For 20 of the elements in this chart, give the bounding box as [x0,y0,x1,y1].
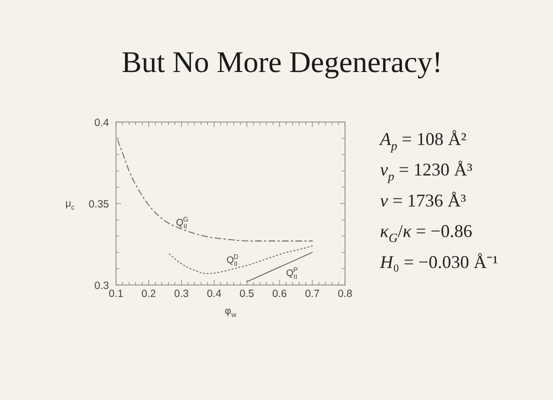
x-tick-label: 0.4 [206,288,222,300]
text: H₀ = −0.030 Å⁻¹ [379,252,498,272]
text: A$_{p}$ = 108 Å² [379,129,466,154]
y-tick-label: 0.35 [88,198,110,210]
x-tick-label: 0.6 [272,288,288,300]
x-tick-label: 0.7 [304,288,320,300]
text: v = 1736 Å³ [380,190,467,210]
y-tick-label: 0.3 [94,280,110,292]
y-axis-title: μ$_{c}$ [65,198,76,212]
x-tick-label: 0.5 [240,288,254,300]
text: v$_{p}$ = 1230 Å³ [380,160,473,184]
x-tick-label: 0.3 [174,288,189,300]
text: κ$_{G}$/κ = −0.86 [380,221,472,246]
x-tick-label: 0.1 [108,288,124,300]
x-tick-label: 0.8 [338,288,352,300]
y-tick-label: 0.4 [94,117,110,129]
line-series [117,139,313,242]
x-axis-title: φ$_{w}$ [224,306,238,319]
chart-title: But No More Degeneracy! [122,46,442,79]
x-tick-label: 0.2 [141,288,156,300]
